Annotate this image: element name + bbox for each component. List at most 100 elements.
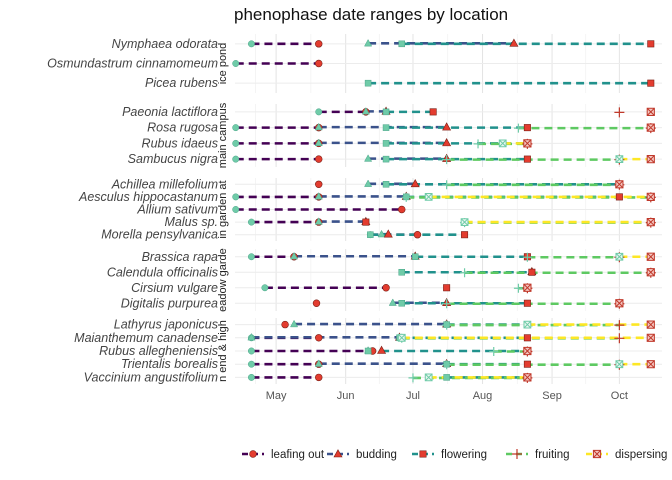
range-end-budding [442,122,452,131]
range-start-flowering [398,269,406,276]
range-start-flowering [382,181,390,188]
range-start-dispersing [424,193,433,201]
range-end-budding [377,345,387,354]
range-start-dispersing [523,320,532,329]
range-start-fruiting [489,347,499,356]
range-end-flowering [443,284,451,292]
species-label: Achillea millefolium [111,177,218,191]
species-label: Rubus allegheniensis [99,344,218,358]
legend-label: leafing out [271,449,325,461]
range-start-leafing [247,373,255,381]
species-label: Allium sativum [136,203,218,217]
range-start-dispersing [615,155,624,164]
range-end-leafing [315,373,323,382]
range-end-fruiting [614,107,625,118]
legend-item-flowering: flowering [412,449,487,461]
range-start-budding [364,39,373,47]
range-end-leafing [315,180,323,189]
range-end-budding [509,38,519,47]
range-start-budding [364,154,373,162]
x-tick-label: Jun [337,390,355,402]
species-label: Vaccinium angustifolium [84,370,218,384]
range-start-fruiting [401,192,411,202]
range-start-leafing [232,193,240,201]
range-end-fruiting [614,333,625,344]
range-start-budding [314,217,323,225]
range-start-fruiting [442,155,452,165]
range-start-leafing [232,60,240,67]
species-label: Malus sp. [165,215,219,229]
range-end-leafing [281,320,289,329]
facet-label: n end & high [217,320,229,382]
range-end-budding [410,178,420,188]
range-end-flowering [523,334,531,342]
species-label: Rubus idaeus [142,136,218,150]
range-start-fruiting [408,373,418,383]
species-label: Calendula officinalis [107,265,218,279]
range-end-dispersing [646,107,655,116]
range-start-dispersing [615,360,624,369]
range-start-budding [377,229,386,238]
range-start-fruiting [473,139,483,149]
range-start-fruiting [442,299,452,309]
range-end-dispersing [646,320,655,329]
facet-label: in garden at [217,180,229,238]
range-end-flowering [523,360,531,368]
range-start-budding [314,122,323,131]
x-tick-label: Jul [406,390,420,402]
range-start-flowering [364,347,372,355]
x-tick-label: Oct [611,390,628,402]
range-end-dispersing [646,218,655,227]
species-label: Maianthemum canadense [74,331,218,345]
range-start-leafing [232,139,240,147]
species-label: Picea rubens [145,76,218,90]
range-start-fruiting [442,320,452,330]
species-label: Digitalis purpurea [121,296,218,310]
range-start-fruiting [513,283,523,293]
range-end-leafing [315,40,323,48]
range-end-leafing [315,59,323,68]
range-end-flowering [429,108,437,116]
range-start-fruiting [522,252,532,262]
range-end-dispersing [646,192,655,201]
legend-label: budding [356,449,397,461]
legend-label: fruiting [535,449,570,461]
range-start-flowering [382,124,390,131]
range-end-budding [383,229,393,238]
range-start-budding [247,332,256,341]
range-end-dispersing [523,346,532,356]
range-start-budding [361,107,370,115]
range-start-budding [314,192,323,200]
range-end-flowering [647,40,655,48]
range-start-leafing [247,40,255,48]
species-label: Nymphaea odorata [112,37,218,51]
range-end-fruiting [614,320,625,331]
range-start-dispersing [424,373,433,382]
range-start-fruiting [460,268,470,278]
range-start-leafing [247,218,255,226]
species-label: Cirsium vulgare [131,281,218,295]
range-start-budding [364,179,373,187]
range-start-fruiting [442,180,452,190]
range-start-flowering [364,79,372,87]
range-end-leafing [413,231,422,239]
legend-item-dispersing: dispersing [586,449,667,461]
range-start-budding [314,359,323,367]
range-end-dispersing [646,360,655,369]
range-start-flowering [367,231,374,238]
legend-item-leafing: leafing out [242,449,325,461]
range-start-leafing [315,108,323,116]
species-label: Brassica rapa [142,250,218,264]
x-tick-label: May [266,390,287,402]
range-end-dispersing [523,283,532,292]
range-start-flowering [382,108,390,116]
legend-item-budding: budding [327,449,397,461]
x-tick-label: Sep [542,390,562,402]
range-end-flowering [461,231,469,239]
range-end-dispersing [646,333,655,342]
range-start-budding [290,319,299,328]
species-label: Morella pensylvanica [101,228,218,242]
